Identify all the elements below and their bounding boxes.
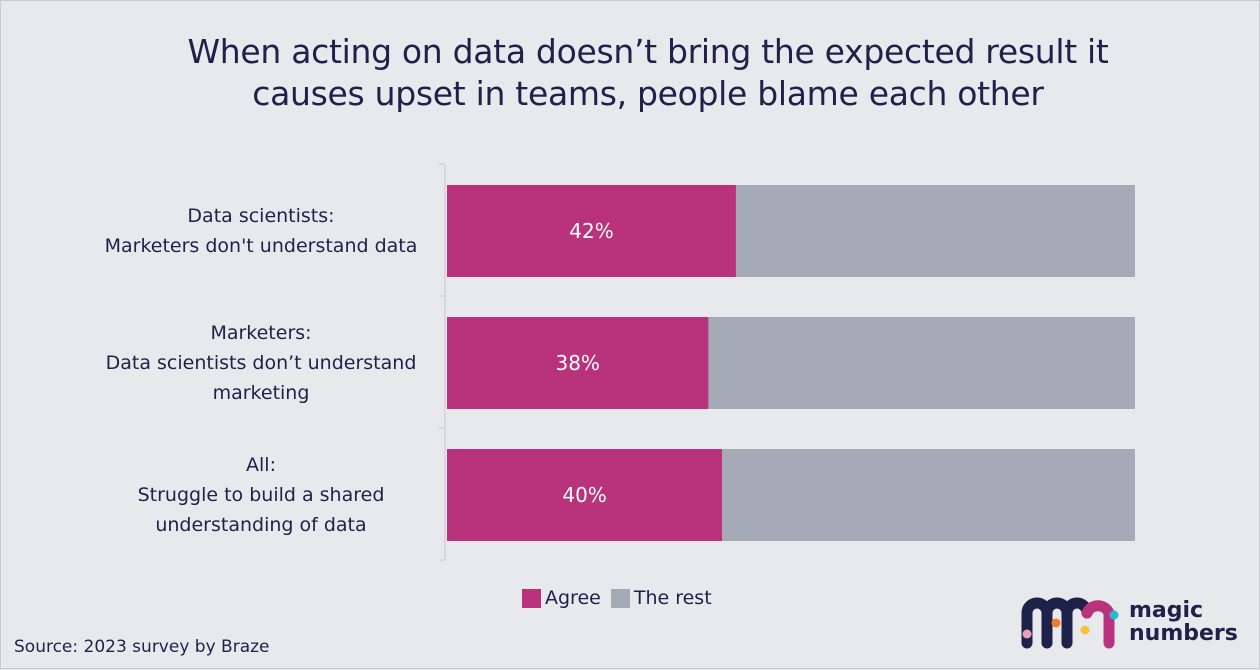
legend-swatch-rest: [610, 588, 630, 608]
category-label-line: All:: [246, 454, 276, 476]
bar-agree: [447, 449, 723, 541]
legend-item-agree: Agree: [522, 587, 601, 609]
legend: Agree The rest: [522, 587, 722, 609]
logo-text-line: numbers: [1129, 621, 1238, 646]
category-label: Data scientists: Marketers don't understa…: [61, 201, 461, 261]
title-line: causes upset in teams, people blame each…: [252, 74, 1044, 113]
source-note: Source: 2023 survey by Braze: [14, 637, 270, 657]
category-label-line: Data scientists:: [187, 205, 335, 227]
category-label-line: Struggle to build a shared: [137, 484, 385, 506]
legend-item-rest: The rest: [610, 587, 712, 609]
legend-swatch-agree: [522, 588, 541, 608]
data-label: 40%: [562, 483, 606, 507]
category-label: Marketers: Data scientists don’t understa…: [61, 318, 461, 408]
category-label: All: Struggle to build a shared understand…: [61, 450, 461, 540]
bar-agree: [447, 317, 709, 409]
data-label: 38%: [555, 351, 599, 375]
category-label-line: Data scientists don’t understand: [105, 352, 417, 374]
logo-text-line: magic: [1129, 598, 1204, 623]
magic-numbers-logo: [1021, 597, 1119, 649]
category-label-line: Marketers:: [210, 322, 312, 344]
data-label: 42%: [569, 219, 613, 243]
bar-rest: [708, 317, 1135, 409]
category-label-line: Marketers don't understand data: [104, 235, 418, 257]
bar-rest: [722, 449, 1135, 541]
legend-label: The rest: [633, 587, 712, 609]
title-line: When acting on data doesn’t bring the ex…: [187, 32, 1109, 71]
chart-title: When acting on data doesn’t bring the ex…: [1, 31, 1260, 115]
logo-text: magic numbers: [1129, 599, 1238, 645]
category-label-line: marketing: [212, 382, 310, 404]
bar-rest: [735, 185, 1135, 277]
legend-label: Agree: [545, 587, 601, 609]
category-label-line: understanding of data: [155, 514, 367, 536]
bar-agree: [447, 185, 736, 277]
